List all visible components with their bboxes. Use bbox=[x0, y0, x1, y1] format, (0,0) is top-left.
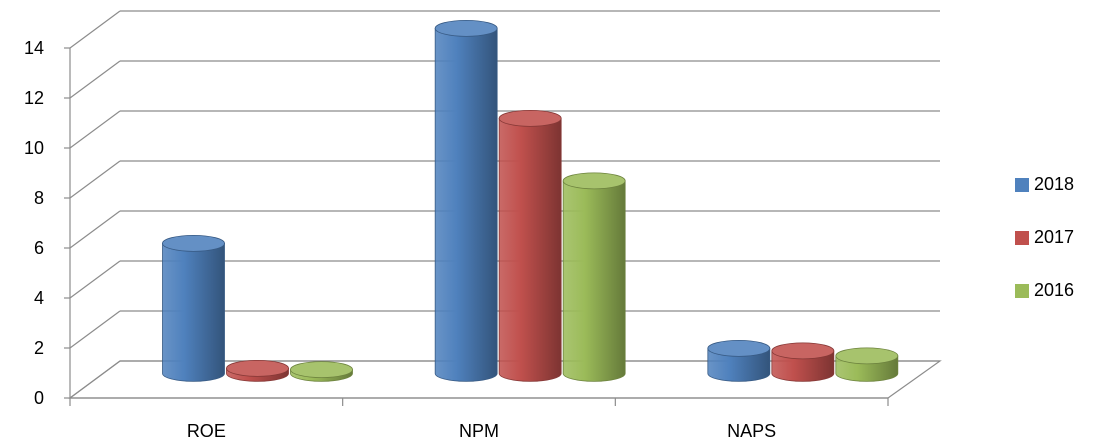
legend-item-2: 2016 bbox=[1015, 264, 1074, 317]
bar-body bbox=[498, 117, 562, 382]
bar-top bbox=[162, 234, 225, 252]
legend-label-0: 2018 bbox=[1034, 174, 1075, 194]
x-tick-label-2: NAPS bbox=[727, 421, 776, 441]
bar-top bbox=[707, 339, 771, 357]
legend-item-1: 2017 bbox=[1015, 211, 1074, 264]
legend-item-0: 2018 bbox=[1015, 158, 1074, 211]
legend: 2018 2017 2016 bbox=[1015, 158, 1074, 317]
grid-line-diag-3 bbox=[69, 210, 121, 249]
bar-top bbox=[290, 361, 353, 379]
bar-2017-NAPS bbox=[771, 342, 835, 382]
bar-body bbox=[707, 347, 771, 382]
bar-2016-ROE bbox=[290, 361, 353, 382]
grid-line-diag-5 bbox=[69, 110, 121, 149]
grid-line-diag-1 bbox=[69, 310, 121, 349]
bar-2016-NPM bbox=[562, 172, 626, 382]
bar-top bbox=[562, 172, 626, 190]
bar-top bbox=[771, 342, 835, 360]
grid-line-diag-6 bbox=[69, 60, 121, 99]
bar-body bbox=[162, 242, 225, 382]
bar-body bbox=[434, 27, 498, 382]
y-tick-label-1: 2 bbox=[34, 338, 44, 358]
legend-swatch-2 bbox=[1015, 283, 1029, 298]
bar-top bbox=[226, 359, 289, 377]
bar-top bbox=[434, 19, 498, 37]
bars bbox=[162, 19, 899, 382]
bar-body bbox=[771, 350, 835, 382]
x-tick-label-1: NPM bbox=[459, 421, 499, 441]
y-tick-label-3: 6 bbox=[34, 238, 44, 258]
grid-line-diag-7 bbox=[69, 10, 121, 49]
bar-2016-NAPS bbox=[835, 347, 899, 382]
bar-2018-NAPS bbox=[707, 339, 771, 382]
y-tick-label-0: 0 bbox=[34, 388, 44, 408]
bar-2017-ROE bbox=[226, 359, 289, 382]
grid-line-diag-4 bbox=[69, 160, 121, 199]
grid-line-diag-2 bbox=[69, 260, 121, 299]
y-tick-label-4: 8 bbox=[34, 188, 44, 208]
bar-2017-NPM bbox=[498, 109, 562, 382]
legend-label-1: 2017 bbox=[1034, 227, 1075, 247]
legend-swatch-0 bbox=[1015, 177, 1029, 192]
y-tick-label-6: 12 bbox=[24, 88, 44, 108]
axis-labels: 0 2 4 6 8 10 12 14 ROE NPM NAPS bbox=[24, 38, 776, 441]
bar-top bbox=[498, 109, 562, 127]
bar-2018-NPM bbox=[434, 19, 498, 382]
bar-2018-ROE bbox=[162, 234, 225, 382]
y-tick-label-7: 14 bbox=[24, 38, 44, 58]
bar-top bbox=[835, 347, 899, 365]
axes bbox=[64, 47, 942, 406]
bar-body bbox=[562, 180, 626, 382]
y-tick-label-5: 10 bbox=[24, 138, 44, 158]
legend-label-2: 2016 bbox=[1034, 280, 1075, 300]
x-tick-label-0: ROE bbox=[187, 421, 226, 441]
legend-swatch-1 bbox=[1015, 230, 1029, 245]
y-tick-label-2: 4 bbox=[34, 288, 44, 308]
